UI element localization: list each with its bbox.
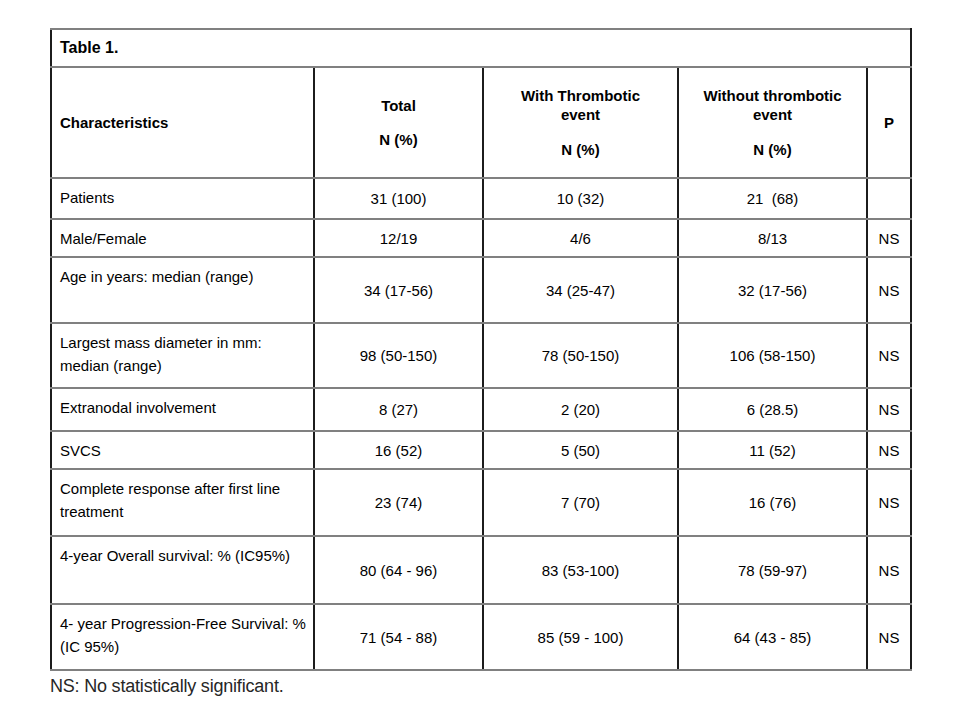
table-row: Male/Female 12/19 4/6 8/13 NS	[51, 219, 911, 257]
col-header-with-event: With Thrombotic event N (%)	[483, 67, 678, 178]
cell-with-event: 7 (70)	[483, 469, 678, 536]
cell-without-event: 106 (58-150)	[678, 323, 867, 388]
col-header-p: P	[867, 67, 911, 178]
cell-total: 34 (17-56)	[314, 257, 483, 323]
col-header-with-event-sub: N (%)	[486, 141, 675, 158]
cell-label: Male/Female	[51, 219, 314, 257]
table-row: SVCS 16 (52) 5 (50) 11 (52) NS	[51, 431, 911, 469]
cell-label: 4-year Overall survival: % (IC95%)	[51, 536, 314, 604]
cell-label: Patients	[51, 178, 314, 219]
col-header-without-event-sub: N (%)	[681, 141, 864, 158]
cell-label: Extranodal involvement	[51, 388, 314, 431]
table-row: Largest mass diameter in mm: median (ran…	[51, 323, 911, 388]
table-title: Table 1.	[51, 29, 911, 67]
cell-with-event: 34 (25-47)	[483, 257, 678, 323]
cell-total: 8 (27)	[314, 388, 483, 431]
cell-with-event: 4/6	[483, 219, 678, 257]
cell-label: Largest mass diameter in mm: median (ran…	[51, 323, 314, 388]
cell-p: NS	[867, 257, 911, 323]
cell-total: 12/19	[314, 219, 483, 257]
cell-total: 98 (50-150)	[314, 323, 483, 388]
cell-with-event: 5 (50)	[483, 431, 678, 469]
cell-total: 23 (74)	[314, 469, 483, 536]
cell-without-event: 32 (17-56)	[678, 257, 867, 323]
col-header-with-event-name: With Thrombotic event	[505, 87, 657, 125]
cell-p	[867, 178, 911, 219]
cell-p: NS	[867, 469, 911, 536]
cell-label: Age in years: median (range)	[51, 257, 314, 323]
table-1: Table 1. Characteristics Total N (%) Wit…	[50, 28, 912, 671]
cell-without-event: 78 (59-97)	[678, 536, 867, 604]
table-row: Age in years: median (range) 34 (17-56) …	[51, 257, 911, 323]
cell-total: 16 (52)	[314, 431, 483, 469]
cell-without-event: 21 (68)	[678, 178, 867, 219]
table-row: Extranodal involvement 8 (27) 2 (20) 6 (…	[51, 388, 911, 431]
col-header-total-sub: N (%)	[317, 131, 480, 148]
col-header-total-name: Total	[323, 97, 475, 116]
cell-p: NS	[867, 604, 911, 670]
cell-with-event: 78 (50-150)	[483, 323, 678, 388]
col-header-characteristics: Characteristics	[51, 67, 314, 178]
col-header-without-event: Without thrombotic event N (%)	[678, 67, 867, 178]
cell-without-event: 16 (76)	[678, 469, 867, 536]
cell-total: 80 (64 - 96)	[314, 536, 483, 604]
cell-p: NS	[867, 219, 911, 257]
table-row: 4- year Progression-Free Survival: % (IC…	[51, 604, 911, 670]
table-row: 4-year Overall survival: % (IC95%) 80 (6…	[51, 536, 911, 604]
table-header-row: Characteristics Total N (%) With Thrombo…	[51, 67, 911, 178]
cell-without-event: 11 (52)	[678, 431, 867, 469]
page: Table 1. Characteristics Total N (%) Wit…	[0, 0, 960, 720]
cell-p: NS	[867, 323, 911, 388]
cell-total: 71 (54 - 88)	[314, 604, 483, 670]
col-header-without-event-name: Without thrombotic event	[697, 87, 849, 125]
table-row: Patients 31 (100) 10 (32) 21 (68)	[51, 178, 911, 219]
cell-with-event: 83 (53-100)	[483, 536, 678, 604]
cell-without-event: 64 (43 - 85)	[678, 604, 867, 670]
table-row: Complete response after first line treat…	[51, 469, 911, 536]
cell-p: NS	[867, 431, 911, 469]
cell-total: 31 (100)	[314, 178, 483, 219]
cell-label: SVCS	[51, 431, 314, 469]
cell-with-event: 2 (20)	[483, 388, 678, 431]
table-title-row: Table 1.	[51, 29, 911, 67]
cell-label: Complete response after first line treat…	[51, 469, 314, 536]
footnote: NS: No statistically significant.	[50, 676, 283, 697]
cell-without-event: 6 (28.5)	[678, 388, 867, 431]
cell-label: 4- year Progression-Free Survival: % (IC…	[51, 604, 314, 670]
col-header-total: Total N (%)	[314, 67, 483, 178]
cell-p: NS	[867, 536, 911, 604]
cell-with-event: 85 (59 - 100)	[483, 604, 678, 670]
cell-p: NS	[867, 388, 911, 431]
cell-without-event: 8/13	[678, 219, 867, 257]
cell-with-event: 10 (32)	[483, 178, 678, 219]
